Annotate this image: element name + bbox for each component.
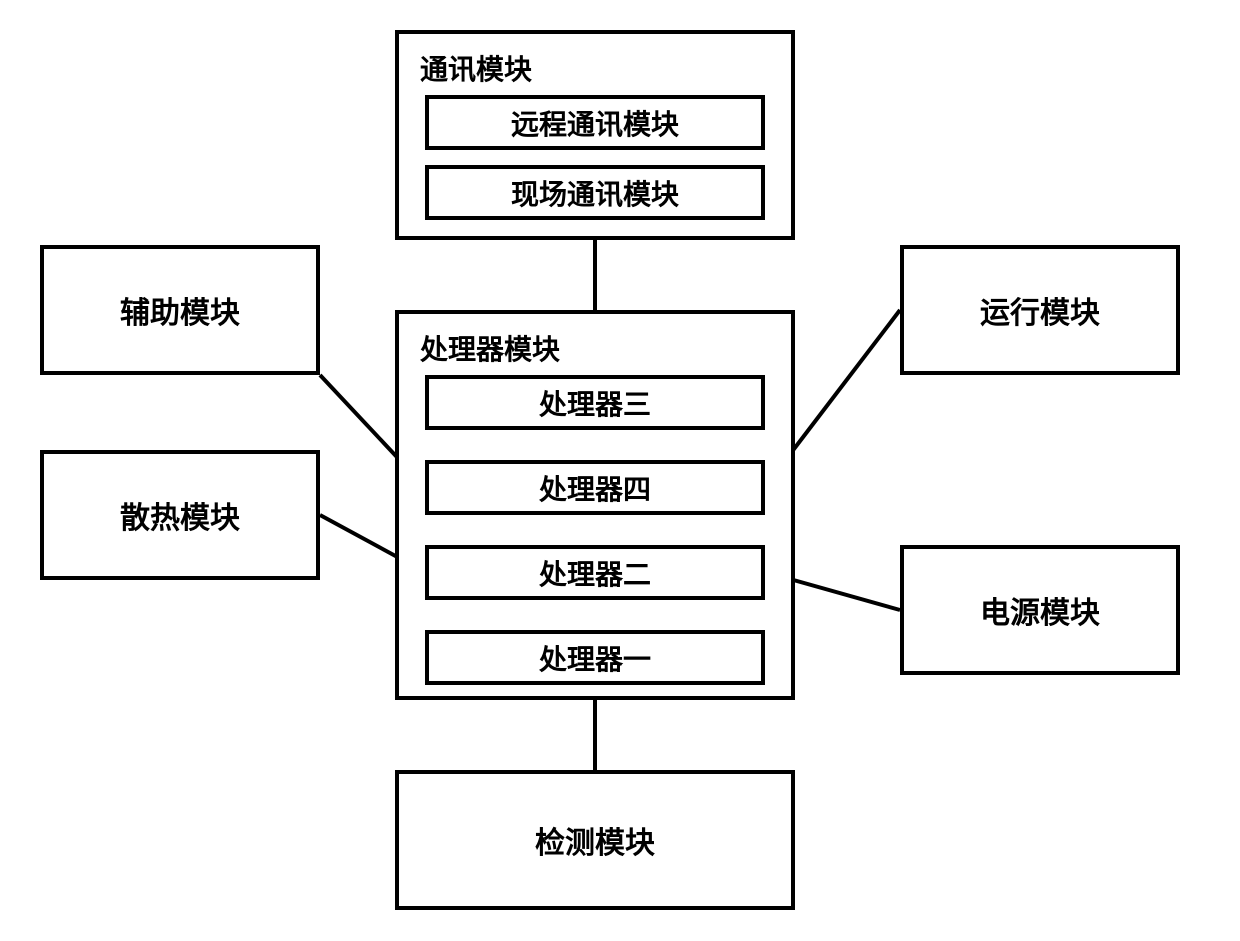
field-comm-box: 现场通讯模块 [425,165,765,220]
remote-comm-box: 远程通讯模块 [425,95,765,150]
processor-module-title: 处理器模块 [420,328,560,368]
power-module-box: 电源模块 [900,545,1180,675]
processor-4-box: 处理器四 [425,460,765,515]
heat-module-box: 散热模块 [40,450,320,580]
run-module-box: 运行模块 [900,245,1180,375]
detect-module-box: 检测模块 [395,770,795,910]
comm-module-title: 通讯模块 [420,48,532,88]
processor-2-box: 处理器二 [425,545,765,600]
system-diagram: 通讯模块 远程通讯模块 现场通讯模块 处理器模块 处理器三 处理器四 处理器二 … [0,0,1240,941]
processor-3-box: 处理器三 [425,375,765,430]
processor-1-box: 处理器一 [425,630,765,685]
aux-module-box: 辅助模块 [40,245,320,375]
